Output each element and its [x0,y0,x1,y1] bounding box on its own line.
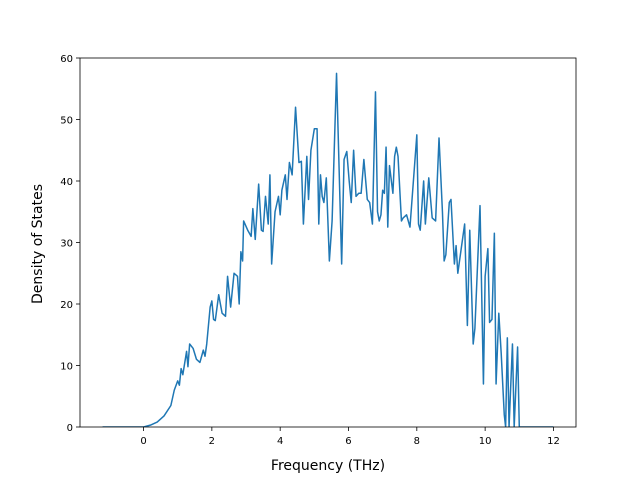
x-tick-label: 8 [414,436,420,447]
y-tick-label: 50 [60,116,73,127]
y-tick-label: 0 [67,423,73,434]
y-tick-label: 20 [60,300,73,311]
x-axis-label: Frequency (THz) [271,458,385,474]
x-tick-label: 4 [277,436,283,447]
y-tick-label: 10 [60,362,73,373]
line-series [102,72,554,427]
x-tick-label: 12 [547,436,560,447]
x-tick-label: 2 [209,436,215,447]
y-axis-label: Density of States [30,184,46,304]
x-tick-label: 0 [140,436,146,447]
y-tick-label: 30 [60,239,73,250]
plot-frame [79,57,577,428]
x-tick-label: 6 [345,436,351,447]
y-tick-label: 60 [60,54,73,65]
x-tick-label: 10 [479,436,492,447]
y-tick-label: 40 [60,177,73,188]
